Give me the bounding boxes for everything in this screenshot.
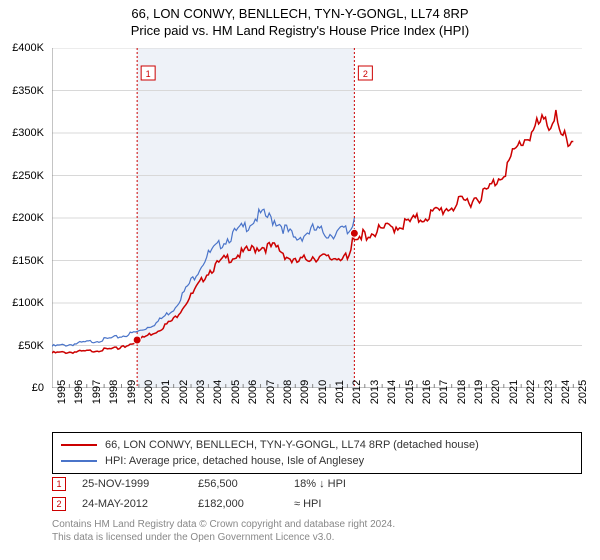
x-tick-label: 2008: [282, 380, 294, 404]
sale-marker-badge: 1: [52, 477, 66, 491]
y-tick-label: £300K: [12, 127, 44, 139]
x-tick-label: 2002: [178, 380, 190, 404]
y-tick-label: £200K: [12, 212, 44, 224]
sale-price: £182,000: [198, 498, 278, 510]
title-address: 66, LON CONWY, BENLLECH, TYN-Y-GONGL, LL…: [10, 6, 590, 21]
y-tick-label: £50K: [18, 340, 44, 352]
sale-row: 2 24-MAY-2012 £182,000 ≈ HPI: [52, 494, 582, 514]
x-tick-label: 2018: [456, 380, 468, 404]
x-tick-label: 2010: [317, 380, 329, 404]
sale-date: 24-MAY-2012: [82, 498, 182, 510]
chart-container: 66, LON CONWY, BENLLECH, TYN-Y-GONGL, LL…: [0, 0, 600, 560]
y-tick-label: £100K: [12, 297, 44, 309]
x-tick-label: 2009: [299, 380, 311, 404]
x-tick-label: 1997: [91, 380, 103, 404]
x-tick-label: 2003: [195, 380, 207, 404]
sale-hpi-delta: ≈ HPI: [294, 498, 374, 510]
x-tick-label: 2011: [334, 380, 346, 404]
x-tick-label: 2025: [577, 380, 589, 404]
x-tick-label: 2022: [525, 380, 537, 404]
x-tick-label: 2024: [560, 380, 572, 404]
x-tick-label: 2007: [265, 380, 277, 404]
x-tick-label: 2016: [421, 380, 433, 404]
chart-plot-area: 12: [52, 48, 582, 388]
sale-price: £56,500: [198, 478, 278, 490]
y-tick-label: £250K: [12, 170, 44, 182]
x-tick-label: 1996: [73, 380, 85, 404]
x-tick-label: 2005: [230, 380, 242, 404]
title-subtitle: Price paid vs. HM Land Registry's House …: [10, 23, 590, 38]
svg-text:1: 1: [146, 69, 151, 79]
x-tick-label: 1999: [126, 380, 138, 404]
line-chart-svg: 12: [52, 48, 582, 388]
x-axis: 1995199619971998199920002001200220032004…: [52, 390, 582, 430]
sale-hpi-delta: 18% ↓ HPI: [294, 478, 374, 490]
x-tick-label: 2006: [247, 380, 259, 404]
x-tick-label: 2017: [438, 380, 450, 404]
legend-swatch: [61, 444, 97, 446]
y-axis: £0£50K£100K£150K£200K£250K£300K£350K£400…: [4, 48, 48, 388]
x-tick-label: 1998: [108, 380, 120, 404]
legend-label: 66, LON CONWY, BENLLECH, TYN-Y-GONGL, LL…: [105, 439, 479, 451]
legend-item: 66, LON CONWY, BENLLECH, TYN-Y-GONGL, LL…: [61, 437, 573, 453]
title-block: 66, LON CONWY, BENLLECH, TYN-Y-GONGL, LL…: [0, 0, 600, 40]
x-tick-label: 2019: [473, 380, 485, 404]
x-tick-label: 2023: [543, 380, 555, 404]
legend: 66, LON CONWY, BENLLECH, TYN-Y-GONGL, LL…: [52, 432, 582, 474]
y-tick-label: £150K: [12, 255, 44, 267]
y-tick-label: £400K: [12, 42, 44, 54]
sale-date: 25-NOV-1999: [82, 478, 182, 490]
sale-marker-badge: 2: [52, 497, 66, 511]
x-tick-label: 2013: [369, 380, 381, 404]
x-tick-label: 2015: [404, 380, 416, 404]
sale-row: 1 25-NOV-1999 £56,500 18% ↓ HPI: [52, 474, 582, 494]
x-tick-label: 2014: [386, 380, 398, 404]
x-tick-label: 2012: [351, 380, 363, 404]
legend-item: HPI: Average price, detached house, Isle…: [61, 453, 573, 469]
legend-swatch: [61, 460, 97, 462]
x-tick-label: 1995: [56, 380, 68, 404]
x-tick-label: 2021: [508, 380, 520, 404]
x-tick-label: 2004: [212, 380, 224, 404]
footer-line1: Contains HM Land Registry data © Crown c…: [52, 518, 582, 531]
x-tick-label: 2000: [143, 380, 155, 404]
x-tick-label: 2020: [490, 380, 502, 404]
footer-line2: This data is licensed under the Open Gov…: [52, 531, 582, 544]
y-tick-label: £350K: [12, 85, 44, 97]
y-tick-label: £0: [32, 382, 44, 394]
svg-text:2: 2: [363, 69, 368, 79]
footer-attribution: Contains HM Land Registry data © Crown c…: [52, 518, 582, 544]
sale-transactions: 1 25-NOV-1999 £56,500 18% ↓ HPI 2 24-MAY-2012…: [52, 474, 582, 514]
legend-label: HPI: Average price, detached house, Isle…: [105, 455, 364, 467]
x-tick-label: 2001: [160, 380, 172, 404]
